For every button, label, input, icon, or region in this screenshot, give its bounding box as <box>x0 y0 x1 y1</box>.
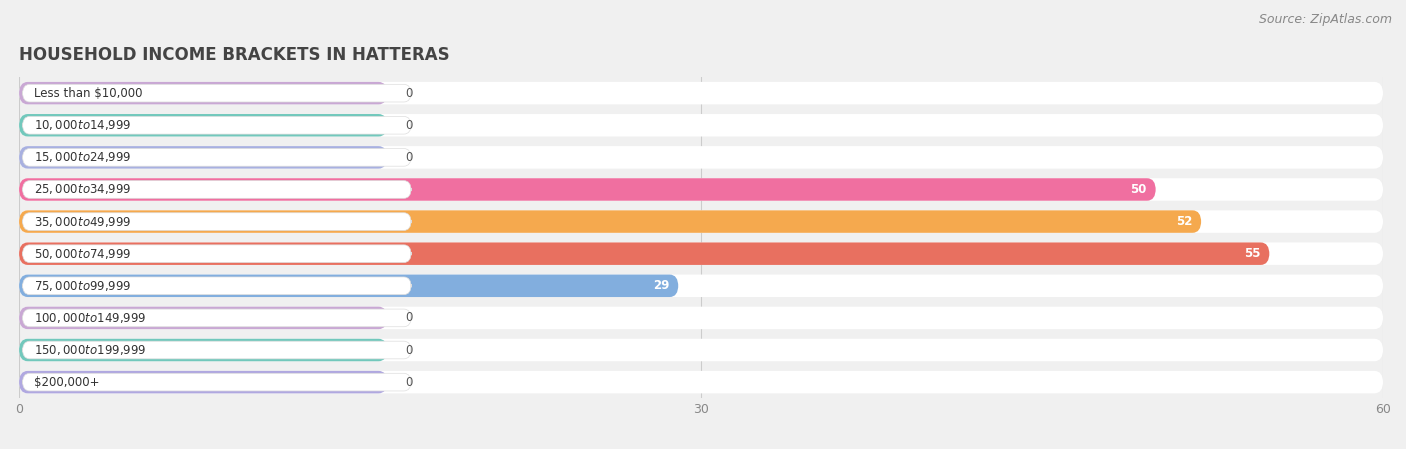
FancyBboxPatch shape <box>22 116 411 134</box>
Text: $10,000 to $14,999: $10,000 to $14,999 <box>34 118 131 132</box>
FancyBboxPatch shape <box>22 84 411 102</box>
FancyBboxPatch shape <box>20 242 1270 265</box>
FancyBboxPatch shape <box>20 371 387 393</box>
FancyBboxPatch shape <box>22 373 411 391</box>
Text: HOUSEHOLD INCOME BRACKETS IN HATTERAS: HOUSEHOLD INCOME BRACKETS IN HATTERAS <box>20 46 450 64</box>
FancyBboxPatch shape <box>22 341 411 359</box>
FancyBboxPatch shape <box>20 210 1201 233</box>
FancyBboxPatch shape <box>22 309 411 327</box>
FancyBboxPatch shape <box>20 178 1156 201</box>
FancyBboxPatch shape <box>20 114 1384 136</box>
FancyBboxPatch shape <box>20 114 387 136</box>
Text: 29: 29 <box>652 279 669 292</box>
Text: 0: 0 <box>405 376 413 389</box>
Text: $200,000+: $200,000+ <box>34 376 100 389</box>
Text: $25,000 to $34,999: $25,000 to $34,999 <box>34 182 131 197</box>
FancyBboxPatch shape <box>20 307 387 329</box>
Text: $15,000 to $24,999: $15,000 to $24,999 <box>34 150 131 164</box>
FancyBboxPatch shape <box>22 277 411 295</box>
Text: 0: 0 <box>405 119 413 132</box>
FancyBboxPatch shape <box>22 149 411 166</box>
FancyBboxPatch shape <box>20 82 1384 104</box>
FancyBboxPatch shape <box>22 245 411 263</box>
Text: 0: 0 <box>405 87 413 100</box>
FancyBboxPatch shape <box>20 307 1384 329</box>
FancyBboxPatch shape <box>20 82 387 104</box>
Text: 52: 52 <box>1175 215 1192 228</box>
Text: $50,000 to $74,999: $50,000 to $74,999 <box>34 247 131 261</box>
FancyBboxPatch shape <box>20 339 387 361</box>
FancyBboxPatch shape <box>20 371 1384 393</box>
FancyBboxPatch shape <box>20 274 1384 297</box>
FancyBboxPatch shape <box>20 146 387 169</box>
Text: $75,000 to $99,999: $75,000 to $99,999 <box>34 279 131 293</box>
FancyBboxPatch shape <box>20 339 1384 361</box>
Text: 0: 0 <box>405 312 413 325</box>
Text: $100,000 to $149,999: $100,000 to $149,999 <box>34 311 146 325</box>
Text: 50: 50 <box>1130 183 1147 196</box>
FancyBboxPatch shape <box>20 210 1384 233</box>
FancyBboxPatch shape <box>20 242 1384 265</box>
Text: 0: 0 <box>405 343 413 357</box>
Text: Less than $10,000: Less than $10,000 <box>34 87 142 100</box>
FancyBboxPatch shape <box>22 180 411 198</box>
FancyBboxPatch shape <box>20 178 1384 201</box>
Text: $35,000 to $49,999: $35,000 to $49,999 <box>34 215 131 229</box>
Text: 0: 0 <box>405 151 413 164</box>
FancyBboxPatch shape <box>20 146 1384 169</box>
Text: 55: 55 <box>1244 247 1260 260</box>
FancyBboxPatch shape <box>22 213 411 230</box>
FancyBboxPatch shape <box>20 274 678 297</box>
Text: Source: ZipAtlas.com: Source: ZipAtlas.com <box>1258 13 1392 26</box>
Text: $150,000 to $199,999: $150,000 to $199,999 <box>34 343 146 357</box>
